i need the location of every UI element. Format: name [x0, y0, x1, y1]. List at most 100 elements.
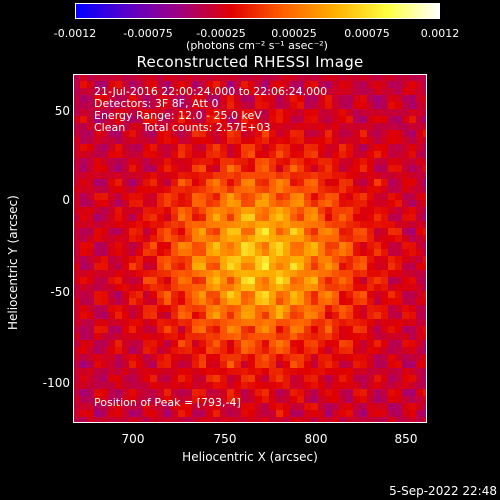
image-pixel	[332, 137, 339, 144]
image-pixel	[416, 158, 423, 165]
image-pixel	[108, 228, 115, 235]
image-pixel	[276, 375, 283, 382]
image-pixel	[269, 144, 276, 151]
image-pixel	[129, 165, 136, 172]
image-pixel	[402, 354, 409, 361]
image-pixel	[283, 305, 290, 312]
image-pixel	[339, 389, 346, 396]
image-pixel	[80, 249, 87, 256]
image-pixel	[304, 242, 311, 249]
image-pixel	[395, 340, 402, 347]
image-pixel	[213, 417, 220, 423]
image-pixel	[262, 326, 269, 333]
image-pixel	[150, 249, 157, 256]
image-pixel	[311, 179, 318, 186]
image-pixel	[248, 256, 255, 263]
image-pixel	[115, 347, 122, 354]
image-pixel	[220, 74, 227, 81]
image-pixel	[199, 270, 206, 277]
image-pixel	[94, 375, 101, 382]
image-pixel	[80, 172, 87, 179]
image-pixel	[395, 326, 402, 333]
image-pixel	[129, 263, 136, 270]
image-pixel	[206, 228, 213, 235]
image-pixel	[185, 109, 192, 116]
image-pixel	[87, 417, 94, 423]
image-pixel	[409, 403, 416, 410]
image-pixel	[255, 256, 262, 263]
image-pixel	[241, 361, 248, 368]
image-pixel	[318, 193, 325, 200]
image-pixel	[178, 186, 185, 193]
image-pixel	[388, 158, 395, 165]
image-pixel	[164, 333, 171, 340]
image-pixel	[339, 396, 346, 403]
image-pixel	[360, 228, 367, 235]
image-pixel	[220, 123, 227, 130]
image-pixel	[227, 95, 234, 102]
image-pixel	[325, 389, 332, 396]
image-pixel	[199, 151, 206, 158]
image-pixel	[353, 74, 360, 81]
image-pixel	[276, 270, 283, 277]
image-pixel	[318, 410, 325, 417]
image-pixel	[185, 242, 192, 249]
image-pixel	[192, 179, 199, 186]
image-pixel	[143, 263, 150, 270]
image-pixel	[339, 361, 346, 368]
image-pixel	[325, 158, 332, 165]
image-pixel	[353, 417, 360, 423]
image-pixel	[360, 235, 367, 242]
image-pixel	[346, 389, 353, 396]
image-pixel	[129, 375, 136, 382]
image-pixel	[388, 123, 395, 130]
image-pixel	[248, 347, 255, 354]
image-pixel	[129, 249, 136, 256]
image-pixel	[129, 130, 136, 137]
image-pixel	[213, 319, 220, 326]
image-pixel	[80, 214, 87, 221]
image-pixel	[402, 326, 409, 333]
image-pixel	[220, 326, 227, 333]
image-pixel	[213, 326, 220, 333]
image-pixel	[339, 277, 346, 284]
image-pixel	[409, 298, 416, 305]
image-pixel	[311, 144, 318, 151]
image-pixel	[339, 81, 346, 88]
image-pixel	[409, 326, 416, 333]
image-pixel	[423, 389, 427, 396]
image-pixel	[178, 200, 185, 207]
image-pixel	[199, 179, 206, 186]
image-pixel	[339, 172, 346, 179]
image-pixel	[206, 221, 213, 228]
image-pixel	[409, 193, 416, 200]
image-pixel	[332, 221, 339, 228]
image-pixel	[381, 263, 388, 270]
image-pixel	[276, 95, 283, 102]
image-pixel	[409, 291, 416, 298]
image-pixel	[213, 151, 220, 158]
image-pixel	[283, 88, 290, 95]
image-pixel	[381, 144, 388, 151]
image-pixel	[269, 221, 276, 228]
image-pixel	[276, 319, 283, 326]
image-pixel	[339, 186, 346, 193]
image-pixel	[185, 179, 192, 186]
image-pixel	[171, 214, 178, 221]
image-pixel	[206, 326, 213, 333]
image-pixel	[157, 263, 164, 270]
image-pixel	[374, 319, 381, 326]
image-pixel	[129, 382, 136, 389]
image-pixel	[87, 144, 94, 151]
image-pixel	[374, 109, 381, 116]
image-pixel	[395, 214, 402, 221]
image-pixel	[395, 368, 402, 375]
image-pixel	[325, 291, 332, 298]
image-pixel	[220, 270, 227, 277]
image-pixel	[290, 347, 297, 354]
image-pixel	[87, 137, 94, 144]
image-pixel	[164, 403, 171, 410]
image-pixel	[339, 144, 346, 151]
time-range-annotation: 21-Jul-2016 22:00:24.000 to 22:06:24.000	[94, 85, 328, 98]
image-pixel	[73, 410, 80, 417]
